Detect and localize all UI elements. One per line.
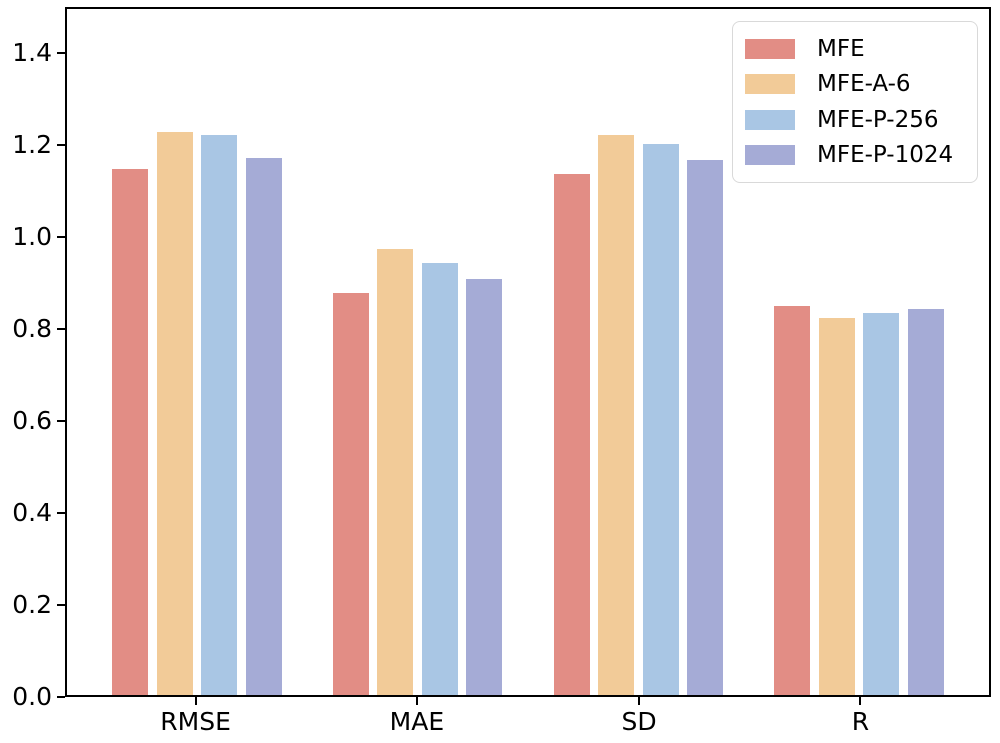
bar-MFE-A-6-SD xyxy=(598,134,635,695)
bar-MFE-A-6-R xyxy=(818,317,855,695)
legend-swatch-icon xyxy=(745,38,795,59)
bar-MFE-P-256-SD xyxy=(642,143,679,695)
y-tick-mark xyxy=(57,144,65,146)
y-tick-label: 0.0 xyxy=(12,682,52,711)
legend-label: MFE-A-6 xyxy=(817,71,911,98)
legend-row-MFE-P-256: MFE-P-256 xyxy=(733,102,977,138)
legend-row-MFE-A-6: MFE-A-6 xyxy=(733,67,977,103)
y-tick-label: 1.4 xyxy=(12,38,52,67)
y-tick-mark xyxy=(57,604,65,606)
x-tick-mark xyxy=(415,697,418,705)
legend-swatch-icon xyxy=(745,109,795,130)
legend-label: MFE-P-256 xyxy=(817,106,939,133)
bar-MFE-P-256-MAE xyxy=(421,262,458,695)
x-tick-label-RMSE: RMSE xyxy=(160,707,231,736)
x-tick-label-SD: SD xyxy=(621,707,657,736)
legend-swatch-icon xyxy=(745,74,795,95)
bar-MFE-A-6-RMSE xyxy=(156,132,193,695)
bar-MFE-P-1024-MAE xyxy=(466,278,503,695)
bar-MFE-P-1024-RMSE xyxy=(245,157,282,695)
x-tick-mark xyxy=(194,697,197,705)
y-tick-mark xyxy=(57,420,65,422)
bar-MFE-P-1024-SD xyxy=(687,159,724,695)
legend-label: MFE-P-1024 xyxy=(817,142,954,169)
y-tick-mark xyxy=(57,328,65,330)
x-tick-label-MAE: MAE xyxy=(389,707,445,736)
bar-MFE-P-256-RMSE xyxy=(201,134,238,695)
legend-swatch-icon xyxy=(745,145,795,166)
y-tick-mark xyxy=(57,52,65,54)
y-tick-label: 0.8 xyxy=(12,314,52,343)
x-tick-mark xyxy=(638,697,641,705)
bar-MFE-P-256-R xyxy=(863,313,900,695)
y-tick-label: 1.2 xyxy=(12,130,52,159)
y-tick-label: 0.4 xyxy=(12,498,52,527)
legend: MFE MFE-A-6 MFE-P-256 MFE-P-1024 xyxy=(732,21,978,183)
x-tick-label-R: R xyxy=(851,707,870,736)
bar-MFE-P-1024-R xyxy=(907,308,944,695)
legend-row-MFE-P-1024: MFE-P-1024 xyxy=(733,138,977,174)
bar-MFE-MAE xyxy=(332,292,369,695)
bar-MFE-SD xyxy=(553,173,590,695)
legend-label: MFE xyxy=(817,35,865,62)
bar-MFE-R xyxy=(774,306,811,695)
bar-MFE-A-6-MAE xyxy=(377,249,414,695)
bar-MFE-RMSE xyxy=(112,169,149,695)
y-tick-mark xyxy=(57,236,65,238)
y-tick-mark xyxy=(57,512,65,514)
y-tick-label: 0.2 xyxy=(12,590,52,619)
y-tick-mark xyxy=(57,696,65,698)
legend-row-MFE: MFE xyxy=(733,31,977,67)
y-tick-label: 1.0 xyxy=(12,222,52,251)
x-tick-mark xyxy=(859,697,862,705)
y-tick-label: 0.6 xyxy=(12,406,52,435)
